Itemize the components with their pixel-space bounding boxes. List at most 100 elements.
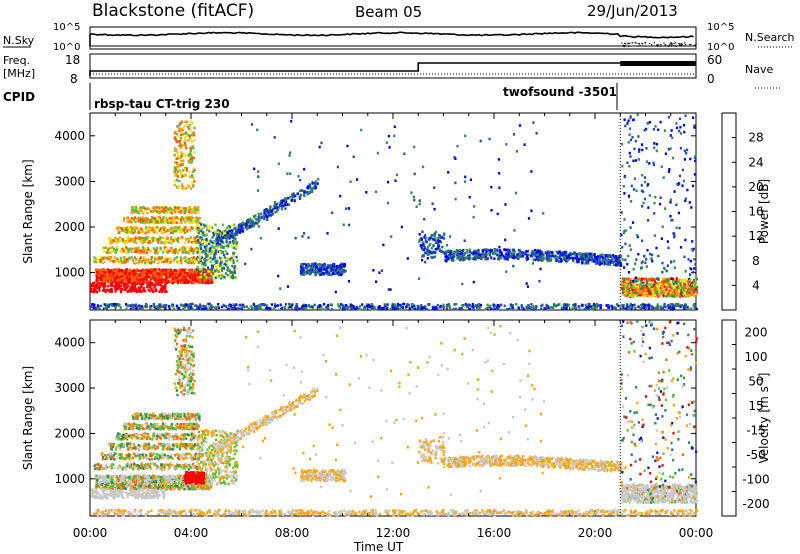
echo-cell [620, 255, 623, 258]
echo-cell [564, 303, 567, 307]
echo-cell [430, 235, 433, 239]
echo-cell [425, 251, 428, 255]
echo-cell [110, 250, 113, 253]
echo-cell [540, 255, 543, 259]
echo-cell [382, 243, 385, 247]
echo-cell [511, 256, 514, 259]
echo-cell [142, 248, 145, 252]
echo-cell [184, 174, 187, 177]
echo-cell [196, 235, 199, 238]
echo-cell [155, 282, 158, 285]
echo-cell [634, 306, 637, 310]
echo-cell [577, 257, 580, 261]
echo-cell [211, 278, 214, 281]
echo-cell [128, 269, 131, 272]
echo-cell [129, 286, 132, 290]
echo-cell [174, 130, 177, 134]
nsearch-point [644, 42, 647, 44]
echo-cell [595, 255, 598, 259]
echo-cell [226, 252, 229, 255]
echo-cell [292, 192, 295, 195]
echo-cell [234, 307, 237, 310]
echo-cell [294, 236, 297, 240]
echo-cell [173, 271, 176, 274]
echo-cell [213, 254, 216, 257]
echo-cell [198, 254, 201, 258]
echo-cell [314, 269, 317, 273]
echo-cell [309, 272, 312, 276]
echo-cell [194, 236, 197, 239]
echo-cell [477, 303, 481, 307]
echo-cell [189, 129, 192, 133]
echo-cell [170, 211, 173, 215]
echo-cell [131, 281, 134, 285]
echo-cell [486, 303, 489, 307]
echo-cell [621, 304, 624, 307]
echo-cell [232, 246, 235, 250]
echo-cell [106, 257, 109, 260]
echo-cell [169, 269, 173, 272]
echo-cell [137, 246, 140, 250]
echo-cell [102, 268, 105, 271]
echo-cell [152, 206, 155, 210]
echo-cell [103, 280, 106, 283]
echo-cell [184, 207, 188, 210]
echo-cell [141, 219, 144, 223]
echo-cell [217, 302, 220, 306]
echo-cell [175, 186, 179, 189]
echo-cell [137, 280, 140, 283]
echo-cell [98, 268, 101, 272]
echo-cell [131, 288, 134, 292]
echo-cell [288, 154, 291, 157]
echo-cell [185, 146, 188, 150]
echo-cell [205, 275, 208, 279]
echo-cell [311, 267, 314, 271]
echo-cell [434, 230, 437, 234]
echo-cell [456, 257, 459, 260]
echo-cell [608, 263, 611, 267]
echo-cell [466, 304, 469, 308]
echo-cell [121, 228, 124, 231]
echo-cell [206, 307, 209, 310]
echo-cell [97, 276, 100, 280]
echo-cell [642, 306, 646, 309]
echo-cell [336, 267, 339, 270]
echo-cell [685, 288, 689, 292]
echo-cell [220, 258, 223, 262]
echo-cell [303, 306, 306, 310]
echo-cell [187, 208, 190, 211]
echo-cell [137, 286, 140, 289]
echo-cell [148, 281, 151, 285]
echo-cell [173, 161, 177, 164]
echo-cell [202, 304, 205, 308]
echo-cell [208, 242, 211, 246]
echo-cell [527, 304, 530, 307]
echo-cell [186, 230, 189, 234]
echo-cell [216, 242, 219, 245]
echo-cell [213, 239, 216, 243]
echo-cell [193, 304, 196, 307]
echo-cell [477, 253, 480, 256]
echo-cell [612, 306, 615, 309]
echo-cell [177, 226, 180, 229]
echo-cell [318, 145, 321, 149]
echo-cell [626, 305, 629, 308]
echo-cell [249, 217, 252, 221]
echo-cell [196, 255, 199, 259]
echo-cell [160, 257, 163, 260]
echo-cell [106, 270, 109, 274]
echo-cell [204, 263, 207, 267]
echo-cell [622, 304, 625, 307]
echo-cell [197, 220, 200, 224]
echo-cell [163, 246, 166, 249]
echo-cell [444, 255, 447, 259]
echo-cell [471, 257, 474, 260]
echo-cell [531, 254, 534, 258]
echo-cell [176, 249, 180, 252]
echo-cell [144, 261, 147, 265]
echo-cell [159, 248, 162, 251]
echo-cell [148, 226, 151, 229]
echo-cell [222, 246, 225, 250]
echo-cell [158, 229, 161, 233]
echo-cell [165, 206, 168, 209]
